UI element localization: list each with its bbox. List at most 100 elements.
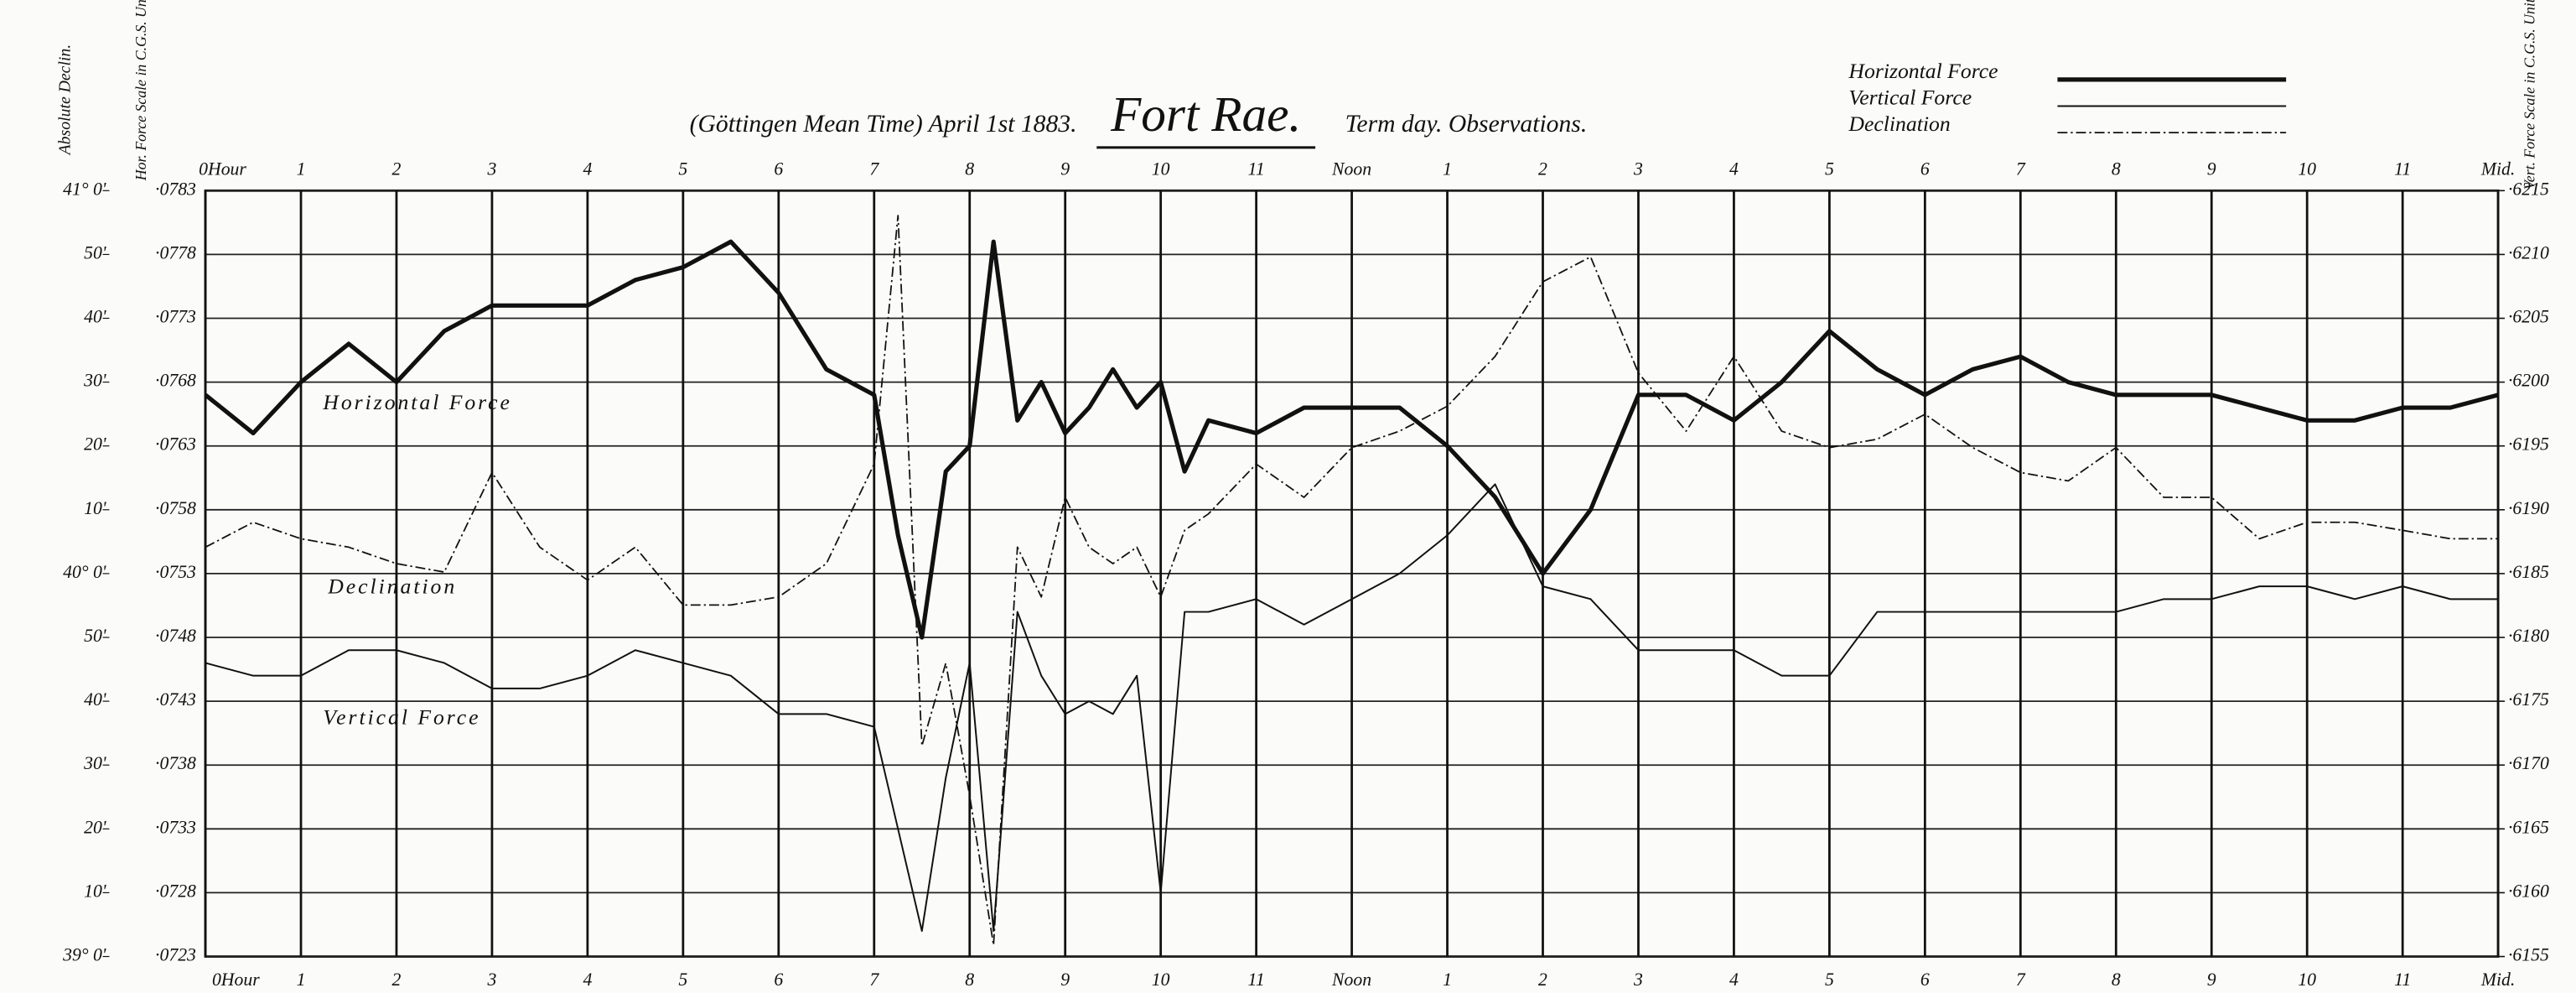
x-tick-label-bottom: 10 [1152,970,1170,990]
x-tick-label-top: 7 [869,159,879,179]
legend-label: Horizontal Force [1848,59,1998,83]
x-tick-label-top: Mid. [2480,159,2515,179]
y-tick-label: ·0728 [155,881,196,901]
header-right: Term day. Observations. [1345,111,1588,138]
x-tick-label-top: 2 [392,159,402,179]
x-tick-label-bottom: Noon [1331,970,1371,990]
x-tick-label-top: 9 [2207,159,2216,179]
chart-title: Fort Rae. [1110,86,1301,142]
x-tick-label-top: 5 [678,159,687,179]
x-tick-label-bottom: 9 [2207,970,2216,990]
y2-tick-label: ·6210 [2508,242,2549,263]
declination-tick-label: 41° 0' [63,179,106,199]
y-tick-label: ·0743 [155,689,196,710]
y2-tick-label: ·6215 [2508,179,2549,199]
x-tick-label-top: 4 [1729,159,1739,179]
x-tick-label-bottom: 1 [297,970,306,990]
y2-tick-label: ·6180 [2508,626,2549,646]
x-tick-label-bottom: 8 [965,970,974,990]
y-tick-label: ·0723 [155,944,196,964]
x-tick-label-bottom: 11 [1248,970,1265,990]
y-tick-label: ·0778 [155,242,196,263]
legend-label: Declination [1848,112,1950,136]
x-tick-label-top: 11 [1248,159,1265,179]
declination-tick-label: 10' [84,881,106,901]
declination-tick-label: 10' [84,498,106,518]
declination-tick-label: 20' [84,434,106,455]
declination-tick-label: 30' [83,753,106,773]
x-tick-label-bottom: 11 [2394,970,2411,990]
x-tick-label-bottom: Mid. [2480,970,2515,990]
x-tick-label-bottom: 4 [1729,970,1739,990]
declination-axis-title: Absolute Declin. [56,44,75,157]
series-line [205,483,2499,933]
y-tick-label: ·0748 [155,626,196,646]
series-line [205,215,2499,946]
y2-axis-title: Vert. Force Scale in C.G.S. Units [2522,0,2538,190]
x-tick-label-top: 10 [1152,159,1170,179]
x-tick-label-bottom: 5 [1825,970,1834,990]
curve-label: Declination [327,574,457,599]
x-tick-label-top: 0Hour [199,159,246,179]
x-tick-label-top: 8 [965,159,974,179]
y2-tick-label: ·6155 [2508,944,2549,964]
header-left: (Göttingen Mean Time) April 1st 1883. [690,111,1077,138]
y-tick-label: ·0768 [155,371,196,391]
y-tick-label: ·0733 [155,817,196,837]
x-tick-label-top: 6 [1920,159,1930,179]
y-tick-label: ·0763 [155,434,196,455]
x-tick-label-top: 7 [2016,159,2026,179]
x-tick-label-bottom: 3 [486,970,496,990]
declination-tick-label: 40' [84,689,106,710]
y-tick-label: ·0758 [155,498,196,518]
y2-tick-label: ·6200 [2508,371,2549,391]
y2-tick-label: ·6190 [2508,498,2549,518]
y2-tick-label: ·6185 [2508,562,2549,582]
x-tick-label-top: 4 [583,159,592,179]
x-tick-label-top: 10 [2298,159,2316,179]
x-tick-label-bottom: 10 [2298,970,2316,990]
y-tick-label: ·0738 [155,753,196,773]
declination-tick-label: 40' [84,306,106,326]
x-tick-label-top: 1 [297,159,306,179]
series-line [204,239,2499,640]
y2-tick-label: ·6195 [2508,434,2549,455]
x-tick-label-bottom: 8 [2112,970,2121,990]
curve-label: Horizontal Force [322,390,512,414]
declination-tick-label: 50' [84,242,106,263]
x-tick-label-top: Noon [1331,159,1371,179]
x-tick-label-top: 5 [1825,159,1834,179]
y2-tick-label: ·6165 [2508,817,2549,837]
x-tick-label-top: 9 [1060,159,1070,179]
declination-tick-label: 40° 0' [63,562,106,582]
x-tick-label-top: 11 [2394,159,2411,179]
declination-tick-label: 39° 0' [62,944,106,964]
y2-tick-label: ·6170 [2508,753,2549,773]
y-axis-title: Hor. Force Scale in C.G.S. Units [132,0,149,181]
x-tick-label-bottom: 3 [1633,970,1643,990]
x-tick-label-top: 3 [486,159,496,179]
x-tick-label-bottom: 6 [774,970,783,990]
x-tick-label-bottom: 4 [583,970,592,990]
declination-tick-label: 20' [84,817,106,837]
curve-label: Vertical Force [323,705,480,730]
y-tick-label: ·0783 [155,179,196,199]
x-tick-label-top: 1 [1443,159,1452,179]
x-tick-label-bottom: 2 [392,970,402,990]
x-tick-label-bottom: 6 [1920,970,1930,990]
x-tick-label-bottom: 9 [1060,970,1070,990]
declination-tick-label: 30' [83,371,106,391]
x-tick-label-top: 2 [1538,159,1547,179]
x-tick-label-bottom: 0Hour [212,970,260,990]
legend-label: Vertical Force [1848,85,1972,109]
y2-tick-label: ·6205 [2508,306,2549,326]
x-tick-label-bottom: 7 [2016,970,2026,990]
x-tick-label-top: 3 [1633,159,1643,179]
x-tick-label-bottom: 1 [1443,970,1452,990]
y2-tick-label: ·6160 [2508,881,2549,901]
y2-tick-label: ·6175 [2508,689,2549,710]
declination-tick-label: 50' [84,626,106,646]
x-tick-label-bottom: 2 [1538,970,1547,990]
x-tick-label-bottom: 7 [869,970,879,990]
